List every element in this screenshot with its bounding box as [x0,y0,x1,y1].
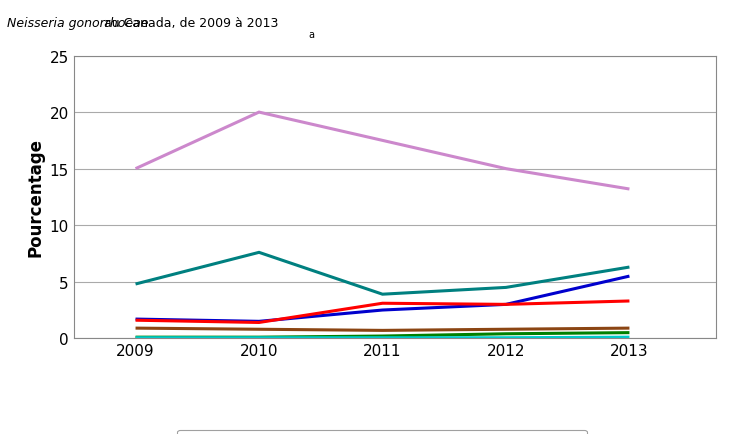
Y-axis label: Pourcentage: Pourcentage [26,138,44,257]
Legend: NGPP, NGRT, NGPP/NGRT, NGPP/NGRC, NGRT/NGRC, NGRC, NGRC probable: NGPP, NGRT, NGPP/NGRT, NGPP/NGRC, NGRT/N… [177,430,587,434]
Text: Neisseria gonorrhoeae: Neisseria gonorrhoeae [7,17,149,30]
Text: au Canada, de 2009 à 2013: au Canada, de 2009 à 2013 [100,17,278,30]
Text: a: a [308,30,314,40]
